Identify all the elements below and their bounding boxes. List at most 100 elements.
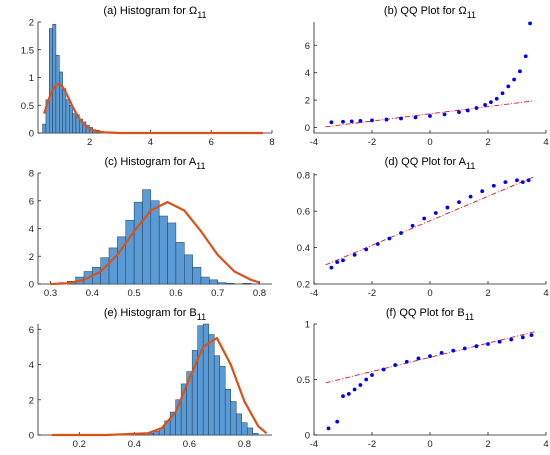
histogram-bar [108, 247, 118, 285]
qq-point [433, 211, 438, 215]
qq-point [474, 344, 479, 349]
histogram-bar [42, 123, 47, 134]
x-tick-label: 4 [148, 137, 153, 148]
qq-point [329, 265, 334, 270]
qq-point [494, 96, 499, 101]
histogram-bar [225, 283, 235, 285]
qq-point [503, 180, 508, 184]
histogram-bar [197, 325, 204, 436]
qq-point [335, 260, 340, 265]
x-tick-label: 8 [269, 137, 274, 148]
qq-point [428, 114, 432, 118]
qq-point [381, 367, 386, 372]
qq-reference-line [325, 176, 535, 266]
histogram-bar [230, 401, 237, 436]
x-tick-label: 0 [427, 137, 432, 148]
axis-lines [313, 173, 546, 285]
x-tick-label: -2 [368, 137, 376, 148]
histogram-bar [153, 431, 160, 436]
histogram-bar [142, 189, 152, 285]
histogram-bar [208, 334, 215, 436]
qq-point [520, 335, 525, 340]
qq-point [341, 119, 345, 124]
x-tick-label: 4 [543, 288, 548, 299]
panel-title: (d) QQ Plot for A11 [385, 156, 476, 171]
y-tick-label: 1 [29, 73, 34, 84]
y-tick-label: 6 [305, 41, 310, 52]
qq-point [399, 116, 403, 121]
qq-point [497, 339, 502, 344]
y-tick-label: 0 [305, 123, 310, 134]
histogram-bar [65, 99, 70, 134]
qq-point [352, 387, 357, 392]
qq-point [370, 373, 374, 377]
x-tick-label: -4 [310, 439, 318, 450]
qq-point [364, 377, 369, 382]
qq-point [364, 247, 369, 252]
qq-point [335, 419, 340, 424]
x-tick-label: -4 [310, 137, 318, 148]
x-tick-label: 0.7 [211, 288, 224, 299]
qq-point [489, 100, 493, 105]
histogram-bar [246, 427, 253, 436]
qq-point [349, 119, 354, 124]
x-tick-label: 4 [543, 137, 548, 148]
x-tick-label: 0.8 [238, 439, 251, 450]
histogram-bar [200, 276, 210, 285]
y-tick-label: 0.6 [297, 207, 310, 218]
x-tick-label: 2 [87, 137, 92, 148]
panel-5: (e) Histogram for B11 0.2 0.4 0.6 0.8 0 2 4 6 [29, 307, 272, 450]
qq-point [491, 183, 496, 188]
histogram-bar [217, 282, 227, 285]
histogram-bar [125, 219, 135, 285]
panel-title: (b) QQ Plot for Ω11 [384, 5, 476, 20]
qq-point [393, 363, 398, 367]
y-tick-label: 0.2 [297, 280, 310, 291]
y-tick-label: 2 [29, 18, 34, 29]
y-tick-label: 6 [29, 325, 34, 336]
fitted-pdf-curve [50, 200, 260, 286]
qq-point [326, 426, 331, 431]
histogram-bar [48, 28, 53, 134]
histogram-bar [202, 323, 209, 436]
panel-title: (e) Histogram for B11 [104, 307, 206, 322]
y-tick-label: 4 [305, 68, 310, 79]
qq-point [462, 346, 467, 351]
y-tick-label: 0.5 [21, 101, 34, 112]
panel-3: (c) Histogram for A11 0.3 0.4 0.5 0.6 0.7 0.8 0… [29, 156, 272, 299]
qq-point [468, 194, 473, 199]
panel-6: (f) QQ Plot for B11 -4 -2 0 2 4 0 0.5 1 [297, 307, 549, 450]
qq-point [358, 119, 363, 123]
qq-point [526, 178, 531, 183]
qq-point [465, 108, 470, 113]
panel-1: (a) Histogram for Ω11 2 4 6 8 0 0.5 1 1.5 2 [21, 5, 275, 148]
y-tick-label: 0.5 [297, 375, 310, 386]
qq-point [413, 115, 418, 120]
histogram-bar [241, 422, 248, 436]
fitted-pdf-curve [43, 83, 263, 135]
qq-point [442, 112, 447, 117]
x-tick-label: 0.3 [44, 288, 57, 299]
qq-point [341, 394, 345, 399]
y-tick-label: 4 [29, 360, 34, 371]
x-tick-label: 0.5 [127, 288, 140, 299]
qq-point [509, 337, 514, 342]
qq-point [451, 348, 456, 353]
qq-point [358, 383, 363, 387]
y-tick-label: 1.5 [21, 45, 34, 56]
x-tick-label: 0.4 [128, 439, 141, 450]
qq-point [528, 21, 532, 26]
histogram-bar [209, 279, 218, 285]
x-tick-label: 0.8 [253, 288, 266, 299]
y-tick-label: 0.8 [297, 170, 310, 181]
qq-point [375, 242, 380, 246]
qq-point [416, 356, 421, 361]
qq-point [480, 189, 485, 194]
qq-point [486, 342, 490, 346]
qq-point [520, 180, 525, 184]
qq-point [422, 216, 427, 221]
qq-point [341, 258, 345, 263]
qq-point [404, 359, 409, 364]
x-tick-label: 0.6 [169, 288, 182, 299]
